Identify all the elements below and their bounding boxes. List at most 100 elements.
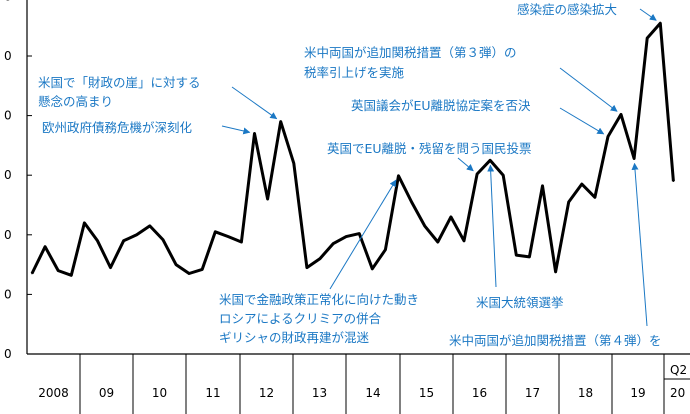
annotation-text: 欧州政府債務危機が深刻化 [42, 120, 193, 135]
annotation-arrow [559, 67, 618, 112]
data-point [633, 157, 635, 160]
data-point [266, 198, 269, 200]
data-point [659, 22, 662, 25]
annotations: 感染症の感染拡大米中両国が追加関税措置（第３弾）の税率引上げを実施英国議会がEU… [38, 2, 662, 348]
data-point [332, 242, 334, 245]
data-point [580, 183, 583, 185]
series-layer [30, 21, 675, 277]
data-point [293, 162, 295, 165]
y-axis-ticks: 0 0 0 0 0 0 0 [4, 0, 32, 361]
data-point [384, 248, 387, 251]
data-point [253, 132, 256, 135]
annotation-text: 米中両国が追加関税措置（第４弾）を [449, 333, 662, 348]
data-point [109, 266, 112, 269]
data-point [83, 222, 86, 224]
annotation-text: 米国で「財政の崖」に対する [38, 75, 201, 90]
data-point [149, 225, 151, 227]
y-tick-label: 0 [4, 0, 12, 3]
x-axis-categories: 2008 09 10 11 12 13 14 15 16 17 18 19 Q2 20 [38, 354, 690, 414]
y-tick-label: 0 [4, 168, 12, 182]
data-point [397, 174, 400, 177]
annotation-arrow [631, 162, 648, 327]
data-point [423, 225, 426, 227]
annotation-a9: 米中両国が追加関税措置（第４弾）を [449, 162, 662, 348]
annotation-a1: 感染症の感染拡大 [517, 2, 657, 21]
y-tick-label: 0 [4, 49, 12, 63]
data-point [646, 37, 649, 39]
data-point [188, 272, 190, 275]
y-tick-label: 0 [4, 109, 12, 123]
x-category-label: 2008 [38, 386, 69, 400]
data-point [476, 173, 478, 175]
annotation-text: 英国議会がEU離脱協定案を否決 [351, 98, 531, 113]
annotation-text: 米国で金融政策正常化に向けた動き [219, 292, 419, 307]
data-point [463, 239, 465, 242]
data-point [528, 256, 531, 258]
x-category-label: 09 [99, 386, 114, 400]
annotation-arrow [487, 164, 497, 288]
data-point [410, 201, 413, 203]
data-point [96, 239, 99, 242]
x-category-label: 16 [472, 386, 487, 400]
data-point [489, 159, 491, 162]
data-point [70, 274, 73, 277]
data-point [594, 196, 596, 199]
data-point [162, 238, 164, 241]
x-category-label: 12 [259, 386, 274, 400]
annotation-text: 米国大統領選挙 [476, 295, 564, 310]
x-category-label: 14 [365, 386, 380, 400]
x-category-label: Q2 [670, 363, 687, 377]
x-category-label: 19 [630, 386, 645, 400]
annotation-arrow [639, 8, 657, 21]
data-point [502, 174, 505, 176]
x-category-label: 17 [525, 386, 540, 400]
data-point [515, 254, 518, 256]
annotation-a8: 米国大統領選挙 [476, 164, 564, 310]
annotation-text: ロシアによるクリミアの併合 [219, 311, 382, 326]
x-category-label: 18 [578, 386, 593, 400]
annotation-a6: 欧州政府債務危機が深刻化 [42, 120, 251, 135]
axes [26, 0, 690, 355]
data-point [227, 235, 230, 238]
annotation-arrow [329, 179, 397, 290]
data-point [240, 241, 243, 243]
data-point [358, 232, 361, 235]
data-point [620, 113, 622, 116]
data-point [31, 272, 33, 275]
annotation-text: 米中両国が追加関税措置（第３弾）の [304, 45, 517, 60]
data-point [567, 201, 570, 203]
annotation-a7: 米国で金融政策正常化に向けた動きロシアによるクリミアの併合ギリシャの財政再建が混… [219, 179, 419, 345]
x-category-label: 13 [312, 386, 327, 400]
annotation-text: 懸念の高まり [38, 94, 113, 109]
data-point [450, 216, 452, 218]
annotation-a4: 英国でEU離脱・残留を問う国民投票 [327, 141, 532, 172]
data-point [345, 235, 347, 238]
data-point [436, 241, 439, 243]
annotation-text: 税率引上げを実施 [304, 65, 405, 80]
data-point [57, 269, 59, 272]
data-point [541, 185, 544, 187]
data-point [672, 180, 675, 182]
data-point [44, 245, 46, 248]
data-point [279, 120, 282, 123]
data-point [319, 257, 321, 260]
data-point [175, 263, 177, 266]
data-point [201, 268, 203, 271]
data-point [554, 270, 557, 273]
x-category-label: 15 [419, 386, 434, 400]
data-point [371, 267, 374, 270]
x-category-label: 11 [205, 386, 220, 400]
y-tick-label: 0 [4, 347, 12, 361]
annotation-text: ギリシャの財政再建が混迷 [219, 330, 370, 345]
data-point [214, 231, 217, 233]
annotation-a3: 英国議会がEU離脱協定案を否決 [351, 98, 605, 135]
data-point [607, 135, 609, 138]
annotation-arrow [221, 125, 251, 135]
data-point [135, 234, 138, 236]
x-category-label: 10 [152, 386, 167, 400]
x-category-label: 20 [670, 386, 685, 400]
y-tick-label: 0 [4, 228, 12, 242]
